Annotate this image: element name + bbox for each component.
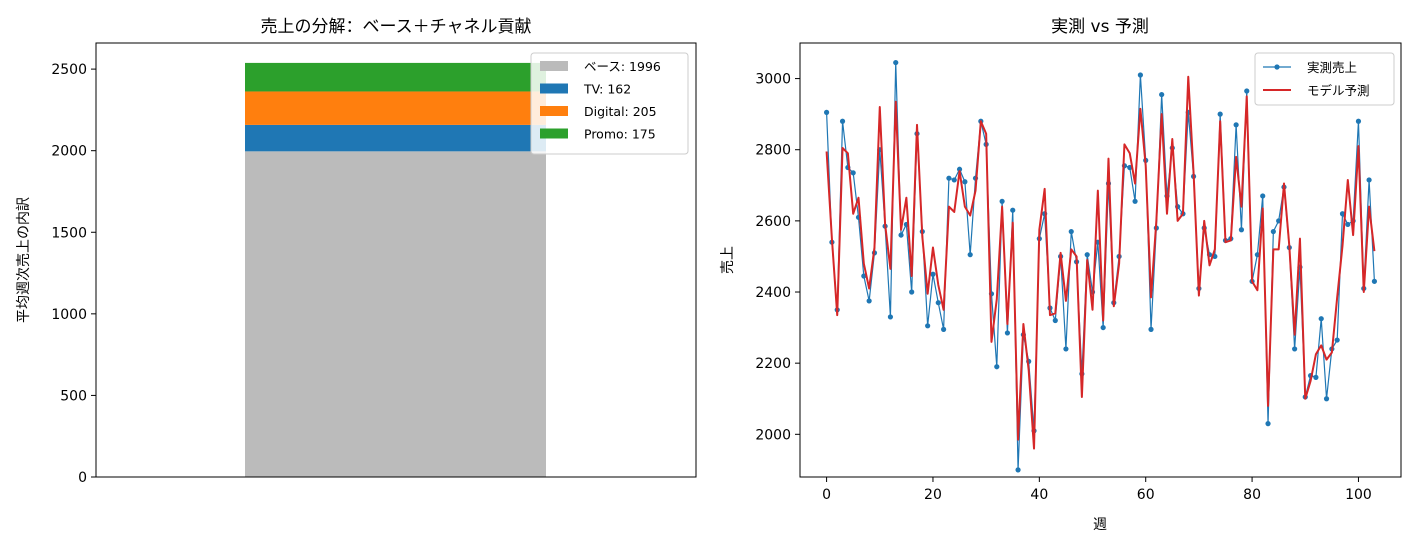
decomposition-plot-frame <box>95 42 697 478</box>
data-point <box>1132 198 1138 204</box>
bar-segment-1 <box>245 124 546 152</box>
data-point <box>956 166 963 172</box>
legend-box <box>530 52 689 155</box>
actual-vs-predicted-chart: 実測 vs 予測 0 20 40 60 80 100 2000 2200 2400 2600 28… <box>720 17 1402 533</box>
data-point <box>1052 317 1058 324</box>
data-point <box>898 232 904 238</box>
data-point <box>1260 193 1266 199</box>
data-point <box>1068 228 1074 235</box>
data-point <box>1265 421 1271 427</box>
x-tick-label: 80 <box>1243 487 1261 503</box>
data-point <box>925 323 931 329</box>
data-point <box>887 314 894 320</box>
legend-box <box>1254 52 1395 106</box>
legend-swatch-1 <box>540 83 568 94</box>
data-point <box>1159 91 1165 98</box>
decomposition-chart: 売上の分解：ベース＋チャネル貢献 0 500 1000 1500 2000 2500 平均… <box>16 17 697 486</box>
x-tick-label: 40 <box>1030 487 1048 503</box>
data-point <box>967 252 973 258</box>
y-tick-label: 2200 <box>755 356 791 372</box>
legend-label-0: ベース: 1996 <box>584 59 661 74</box>
decomposition-legend: ベース: 1996 TV: 162 Digital: 205 Promo: 175 <box>530 52 689 155</box>
data-point <box>941 326 947 332</box>
legend-swatch-2 <box>540 106 568 116</box>
data-point <box>1345 221 1351 228</box>
legend-label-1: モデル予測 <box>1307 83 1370 98</box>
data-point <box>1244 88 1250 94</box>
bar-segment-2 <box>245 91 546 125</box>
data-point <box>1292 346 1298 352</box>
y-tick-label: 2600 <box>755 214 791 230</box>
data-point <box>946 175 952 181</box>
x-tick-label: 20 <box>924 487 942 503</box>
data-point <box>1318 316 1324 322</box>
data-point <box>1371 278 1378 284</box>
y-tick-label: 3000 <box>755 72 791 88</box>
decomposition-chart-title: 売上の分解：ベース＋チャネル貢献 <box>261 17 532 37</box>
legend-swatch-3 <box>540 128 568 139</box>
y-tick-label: 0 <box>78 470 87 486</box>
y-tick-label: 2000 <box>755 427 791 443</box>
actual-vs-predicted-y-axis-label: 売上 <box>720 246 736 274</box>
data-point <box>1270 228 1276 235</box>
data-point <box>1137 72 1143 78</box>
y-tick-label: 1500 <box>51 225 87 241</box>
data-point <box>823 109 830 115</box>
bar-segment-3 <box>245 62 546 92</box>
data-point <box>1233 122 1239 128</box>
legend-marker <box>1274 64 1280 70</box>
legend-label-2: Digital: 205 <box>584 104 657 119</box>
legend-label-0: 実測売上 <box>1307 60 1357 75</box>
y-tick-label: 2500 <box>51 62 87 78</box>
data-point <box>1217 111 1223 117</box>
data-point <box>1015 467 1021 473</box>
legend-label-1: TV: 162 <box>583 82 631 97</box>
data-point <box>850 170 856 176</box>
data-point <box>930 271 936 277</box>
y-tick-label: 2000 <box>51 144 87 160</box>
y-tick-label: 2800 <box>755 143 791 159</box>
x-tick-label: 60 <box>1137 487 1155 503</box>
data-point <box>935 300 941 306</box>
data-point <box>1355 118 1362 124</box>
data-point <box>1100 324 1106 331</box>
data-point <box>994 364 1000 370</box>
data-point <box>893 59 899 66</box>
actual-vs-predicted-x-axis-label: 週 <box>1093 517 1107 533</box>
data-point <box>1004 330 1011 336</box>
data-point <box>951 177 957 183</box>
data-point <box>839 118 846 124</box>
data-point <box>866 298 872 304</box>
data-point <box>1148 326 1154 332</box>
data-point <box>1084 252 1090 258</box>
bar-segment-0 <box>245 151 546 477</box>
legend-swatch-0 <box>540 61 568 71</box>
data-point <box>1339 211 1346 217</box>
x-tick-label: 0 <box>822 487 831 503</box>
data-point <box>1063 346 1069 352</box>
actual-vs-predicted-title: 実測 vs 予測 <box>1051 17 1149 37</box>
series-line-1 <box>825 75 1376 450</box>
actual-vs-predicted-plot-frame <box>799 42 1402 478</box>
data-point <box>1313 374 1319 380</box>
data-point <box>999 198 1005 204</box>
data-point <box>909 289 915 295</box>
decomposition-y-axis-label: 平均週次売上の内訳 <box>16 197 32 323</box>
data-point <box>861 273 867 279</box>
data-point <box>1010 207 1016 213</box>
legend-label-3: Promo: 175 <box>584 127 656 142</box>
data-point <box>1334 337 1340 343</box>
y-tick-label: 500 <box>60 388 87 404</box>
data-point <box>962 179 968 185</box>
y-tick-label: 1000 <box>51 307 87 323</box>
data-point <box>1323 396 1330 402</box>
y-tick-label: 2400 <box>755 285 791 301</box>
x-tick-label: 100 <box>1345 487 1372 503</box>
data-point <box>1238 227 1245 233</box>
data-point <box>1366 177 1372 183</box>
